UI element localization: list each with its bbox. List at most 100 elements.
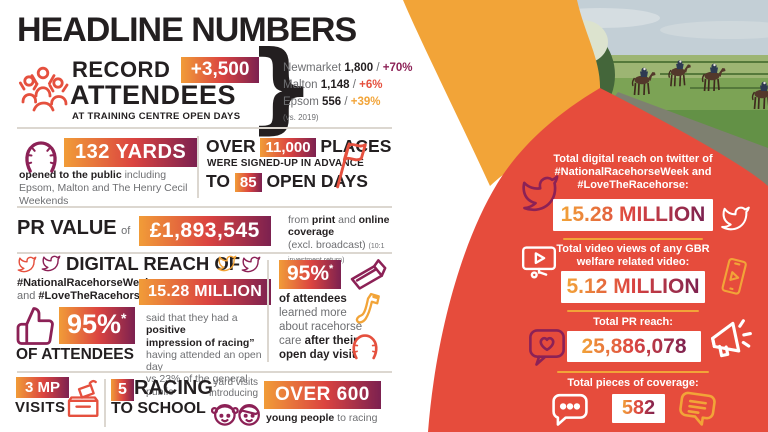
speech-bubble-lines-icon: [673, 390, 721, 428]
care-percent-badge: 95%*: [279, 260, 342, 289]
hoof-pick-icon: [352, 291, 384, 331]
thumbs-up-icon: [13, 305, 58, 347]
stat-value: 556: [322, 96, 342, 108]
young-people-rest: to racing: [334, 412, 378, 424]
pr-reach-value: 25,886,078: [581, 334, 687, 358]
impression-l1b: positive: [146, 324, 186, 337]
pr-value-row: PR VALUE of £1,893,545: [17, 216, 271, 246]
ballot-box-icon: [64, 374, 104, 426]
yards-description-bold: opened to the public: [19, 169, 122, 181]
yards-badge: 132 YARDS: [64, 138, 198, 167]
section-vertical-divider: [197, 136, 199, 198]
places-line3: TO 85 OPEN DAYS: [206, 171, 368, 192]
stat-epsom: Epsom 556 / +39%: [283, 94, 412, 111]
grooming-brush-icon: [348, 257, 390, 291]
impression-attendees-label: OF ATTENDEES: [16, 346, 134, 363]
crowd-icon: [18, 58, 70, 118]
pr-from: from: [288, 214, 312, 226]
section-divider: [17, 206, 392, 208]
stat-newmarket: Newmarket 1,800 / +70%: [283, 60, 412, 77]
pr-reach-value-box: 25,886,078: [567, 331, 701, 362]
young-people-note: young people to racing: [266, 412, 377, 424]
impression-l1a: said that they had a: [146, 312, 238, 324]
coverage-label: Total pieces of coverage:: [567, 377, 699, 389]
section-divider: [17, 127, 392, 129]
care-l1: of attendees: [279, 293, 347, 305]
section-vertical-divider: [104, 379, 106, 427]
attendees-stats: Newmarket 1,800 / +70% Malton 1,148 / +6…: [283, 60, 412, 122]
care-percent: 95%: [287, 262, 330, 285]
impression-l4: vs 23% of the general public: [146, 373, 248, 398]
video-views-value-box: 5.12 MILLION: [561, 271, 705, 303]
school-line1: RACING: [134, 377, 213, 399]
pr-reach-label: Total PR reach:: [593, 316, 673, 328]
stat-delta: +39%: [350, 96, 381, 108]
digital-reach-label-line2: #NationalRacehorseWeek and: [554, 166, 712, 178]
panel-divider: [563, 238, 703, 240]
places-badge: 11,000: [260, 138, 316, 157]
pr-of: of: [121, 225, 131, 237]
stat-malton: Malton 1,148 / +6%: [283, 77, 412, 94]
stat-value: 1,148: [320, 79, 350, 91]
horseshoe-icon: [346, 330, 384, 362]
coverage-value: 582: [621, 397, 656, 419]
heart-message-icon: [526, 326, 568, 368]
yards-description: opened to the public including Epsom, Ma…: [19, 169, 195, 208]
pr-value-label: PR VALUE: [17, 217, 117, 239]
mp-visits-label: VISITS: [15, 399, 66, 416]
twitter-bird-icon: [40, 254, 62, 273]
hashtag-ltr: #LoveTheRacehorse: [38, 290, 147, 302]
places-line1: OVER 11,000 PLACES: [206, 136, 391, 157]
flag-icon: [330, 136, 372, 192]
places-over: OVER: [206, 136, 256, 156]
attendees-label: ATTENDEES: [70, 80, 237, 110]
impression-l2: impression of racing”: [146, 336, 255, 349]
page-title: HEADLINE NUMBERS: [17, 11, 357, 49]
coverage-value-box: 582: [612, 394, 665, 423]
stat-sep: /: [352, 79, 356, 91]
horseshoe-icon: [20, 136, 62, 176]
stat-name: Epsom: [283, 96, 319, 108]
over-600-badge: OVER 600: [264, 381, 381, 409]
mobile-video-icon: [717, 252, 751, 302]
stat-delta: +70%: [382, 62, 413, 74]
places-line2: WERE SIGNED-UP IN ADVANCE: [207, 158, 365, 169]
video-views-label-line2: welfare related video:: [576, 256, 690, 268]
section-vertical-divider: [267, 260, 269, 362]
panel-divider: [567, 310, 699, 312]
stat-name: Malton: [283, 79, 318, 91]
digital-reach-label-line3: #LoveTheRacehorse:: [577, 179, 689, 191]
twitter-bird-icon: [216, 254, 238, 273]
pr-and: and: [335, 214, 359, 226]
attendees-sub-label: AT TRAINING CENTRE OPEN DAYS: [72, 111, 241, 122]
yellow-blob: [403, 0, 601, 186]
mp-visits-badge: 3 MP: [16, 377, 70, 398]
stats-note: (vs. 2019): [283, 113, 319, 122]
twitter-bird-icon: [518, 174, 564, 214]
care-l4a: care: [279, 335, 305, 347]
places-to: TO: [206, 171, 230, 191]
section-divider: [17, 371, 392, 373]
care-l5: open day visit: [279, 349, 356, 361]
school-note-line1: yard visits: [213, 377, 258, 388]
impression-percent: 95%: [67, 309, 122, 339]
video-player-icon: [516, 242, 562, 280]
care-l2: learned more: [279, 307, 347, 319]
section-divider: [17, 252, 392, 254]
young-people-bold: young people: [266, 412, 335, 424]
record-label: RECORD: [72, 57, 171, 82]
panel-divider: [557, 371, 709, 373]
video-views-value: 5.12 MILLION: [566, 275, 700, 298]
digital-reach-value-box: 15.28 MILLION: [553, 199, 713, 231]
hashtag-nrw: #NationalRacehorseWeek: [17, 277, 152, 289]
yards-description-rest: including Epsom, Malton and The Henry Ce…: [19, 169, 188, 207]
impression-l3: having attended an open day: [146, 348, 262, 374]
curly-brace: }: [247, 29, 316, 145]
twitter-bird-icon: [719, 204, 752, 233]
care-l3: about racehorse: [279, 321, 363, 333]
stat-sep: /: [376, 62, 380, 74]
speech-bubble-dots-icon: [547, 390, 593, 428]
hashtag-and: and: [17, 290, 39, 302]
pr-online: online coverage: [288, 214, 390, 238]
stat-value: 1,800: [344, 62, 374, 74]
